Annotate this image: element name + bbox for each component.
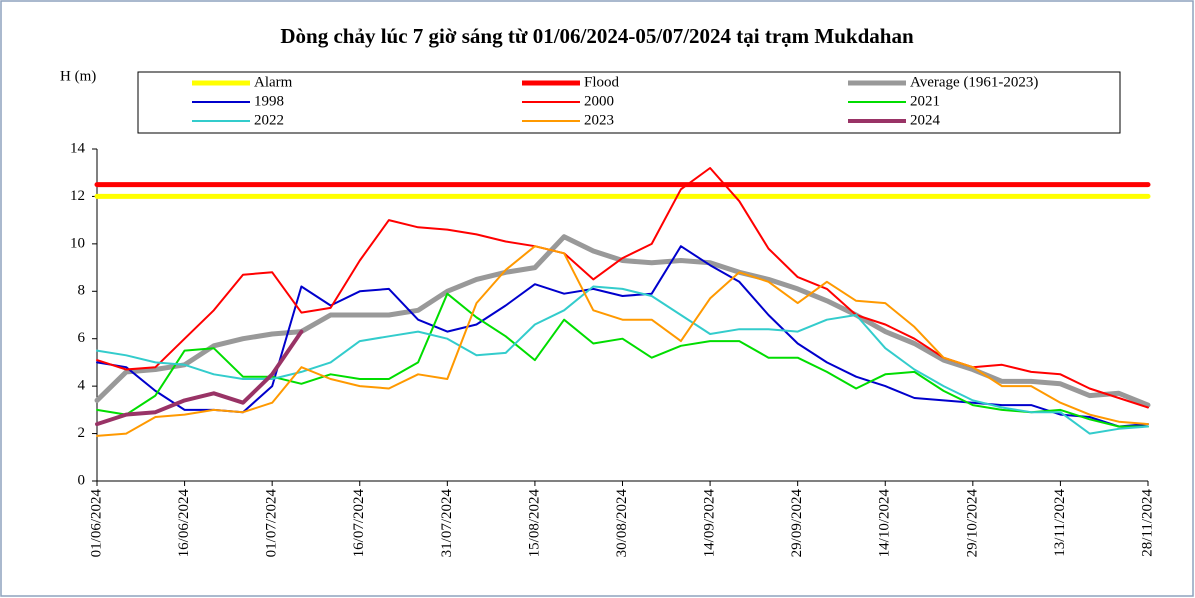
legend-label: 1998 xyxy=(254,93,284,109)
legend-label: 2000 xyxy=(584,93,614,109)
legend xyxy=(137,71,1121,134)
x-tick-label: 29/09/2024 xyxy=(789,489,805,558)
series-line xyxy=(96,285,1149,435)
x-tick-label: 15/08/2024 xyxy=(526,489,542,558)
legend-label: Average (1961-2023) xyxy=(910,74,1038,90)
x-tick-label: 16/07/2024 xyxy=(351,489,367,558)
y-tick-label: 0 xyxy=(78,472,86,488)
series-line xyxy=(94,234,1151,408)
series-line xyxy=(96,245,1149,437)
x-tick-label: 01/07/2024 xyxy=(264,489,280,558)
x-tick-label: 31/07/2024 xyxy=(439,489,455,558)
series-line xyxy=(95,329,304,427)
y-tick-label: 6 xyxy=(78,330,86,346)
y-tick-label: 10 xyxy=(70,235,85,251)
y-tick-label: 12 xyxy=(70,188,85,204)
series-line xyxy=(96,245,1149,428)
chart-title: Dòng chảy lúc 7 giờ sáng từ 01/06/2024-0… xyxy=(280,24,914,48)
y-axis-label: H (m) xyxy=(60,68,96,84)
legend-label: 2023 xyxy=(584,112,614,128)
x-tick-label: 14/09/2024 xyxy=(702,489,718,558)
x-tick-label: 30/08/2024 xyxy=(614,489,630,558)
legend-label: 2024 xyxy=(910,112,941,128)
y-tick-label: 2 xyxy=(78,425,86,441)
x-tick-label: 01/06/2024 xyxy=(88,489,104,558)
legend-label: Flood xyxy=(584,74,620,90)
y-tick-label: 14 xyxy=(70,140,86,156)
x-tick-label: 14/10/2024 xyxy=(877,489,893,558)
x-tick-label: 28/11/2024 xyxy=(1139,489,1155,557)
legend-label: 2021 xyxy=(910,93,940,109)
y-tick-label: 4 xyxy=(78,378,86,394)
legend-label: 2022 xyxy=(254,112,284,128)
x-tick-label: 16/06/2024 xyxy=(176,489,192,558)
y-tick-label: 8 xyxy=(78,283,86,299)
x-tick-label: 13/11/2024 xyxy=(1052,489,1068,557)
x-tick-label: 29/10/2024 xyxy=(964,489,980,558)
legend-label: Alarm xyxy=(254,74,293,90)
